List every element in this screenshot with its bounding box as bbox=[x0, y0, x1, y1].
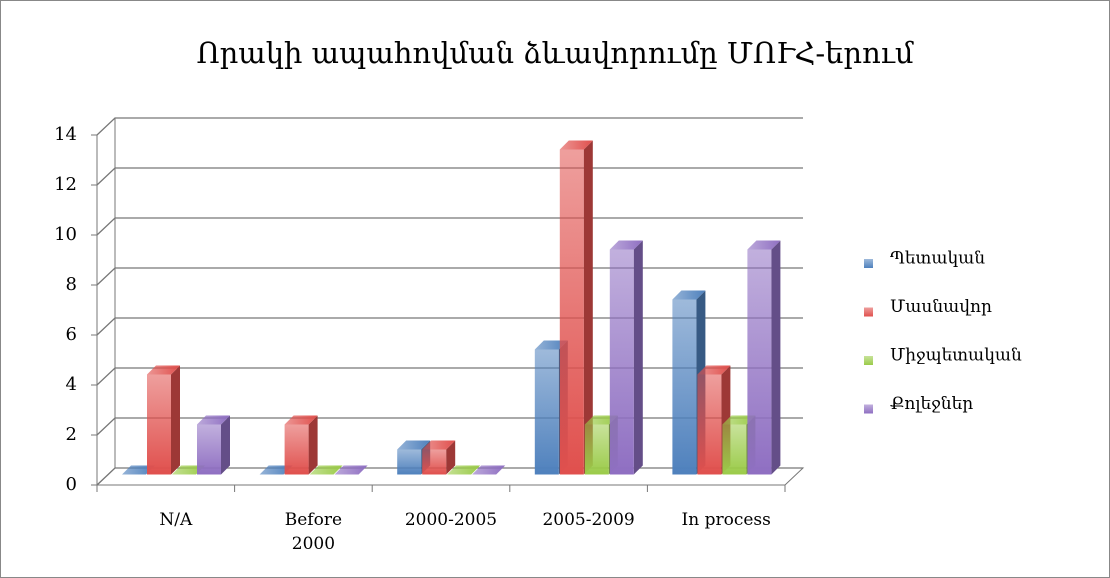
bar bbox=[559, 140, 593, 475]
bar bbox=[147, 365, 180, 475]
chart-title: Որակի ապահովման ձևավորումը ՄՈՒՀ-երում bbox=[196, 36, 913, 70]
bar-front bbox=[747, 249, 772, 475]
bar-side bbox=[633, 240, 643, 475]
bar bbox=[747, 240, 781, 475]
bar-side bbox=[771, 240, 781, 475]
bar bbox=[609, 240, 643, 475]
y-tick-label: 14 bbox=[54, 124, 77, 145]
bar-top bbox=[309, 465, 343, 475]
x-tick-label: Before 2000 bbox=[284, 510, 343, 554]
legend-label: Պետական bbox=[890, 249, 985, 269]
bar-front bbox=[697, 374, 722, 475]
bar-top bbox=[334, 465, 368, 475]
legend-swatch bbox=[864, 356, 873, 365]
x-tick-label: N/A bbox=[159, 510, 193, 530]
bar-top bbox=[147, 365, 180, 375]
bar-front bbox=[397, 449, 422, 475]
bar-top bbox=[559, 140, 593, 150]
bar-top bbox=[284, 415, 318, 425]
bar-front bbox=[559, 149, 584, 475]
y-tick-label: 6 bbox=[66, 324, 77, 345]
legend-label: Մասնավոր bbox=[890, 297, 992, 317]
bar-side bbox=[583, 140, 593, 475]
legend-swatch bbox=[864, 404, 873, 414]
bar-front bbox=[422, 449, 447, 475]
bar-top bbox=[422, 440, 456, 450]
bar bbox=[472, 465, 506, 475]
bar bbox=[309, 465, 343, 475]
bar-top bbox=[472, 465, 506, 475]
bar bbox=[122, 465, 155, 475]
x-tick-label: In process bbox=[681, 510, 771, 530]
bar-front bbox=[284, 424, 309, 475]
bar-top bbox=[722, 415, 756, 425]
bar-front bbox=[197, 424, 221, 475]
bar-top bbox=[697, 365, 731, 375]
bar-top bbox=[122, 465, 155, 475]
bar-top bbox=[172, 465, 205, 475]
bar-front bbox=[584, 424, 609, 475]
bar-top bbox=[672, 290, 706, 300]
bar-side bbox=[308, 415, 318, 475]
legend-swatch bbox=[864, 307, 873, 317]
x-tick-label: 2005-2009 bbox=[542, 510, 635, 530]
bar-top bbox=[609, 240, 643, 250]
y-tick-label: 8 bbox=[66, 274, 77, 295]
y-tick-label: 4 bbox=[66, 374, 77, 395]
bar bbox=[447, 465, 481, 475]
legend-label: Քոլեջներ bbox=[890, 394, 973, 414]
bar-top bbox=[584, 415, 618, 425]
bar-front bbox=[534, 349, 559, 475]
bar-top bbox=[397, 440, 431, 450]
bar-front bbox=[147, 374, 171, 475]
bar-front bbox=[672, 299, 697, 475]
y-tick-label: 0 bbox=[66, 474, 77, 495]
bar-top bbox=[747, 240, 781, 250]
bar-top bbox=[534, 340, 568, 350]
bar-front bbox=[609, 249, 634, 475]
bar-side bbox=[171, 365, 180, 475]
y-tick-label: 12 bbox=[54, 174, 77, 195]
bar bbox=[172, 465, 205, 475]
bar-top bbox=[197, 415, 230, 425]
legend-label: Միջպետական bbox=[890, 346, 1022, 366]
x-tick-label: 2000-2005 bbox=[404, 510, 498, 530]
bar-top bbox=[447, 465, 481, 475]
bar-top bbox=[259, 465, 293, 475]
bar bbox=[334, 465, 368, 475]
legend-swatch bbox=[864, 259, 873, 268]
grid-line bbox=[96, 117, 803, 136]
bar bbox=[259, 465, 293, 475]
bar-front bbox=[722, 424, 747, 475]
bar-side bbox=[446, 440, 456, 475]
bar bbox=[422, 440, 456, 475]
y-tick-label: 10 bbox=[54, 224, 77, 245]
bar bbox=[284, 415, 318, 475]
bar bbox=[197, 415, 230, 475]
y-tick-label: 2 bbox=[66, 424, 77, 445]
bar-side bbox=[221, 415, 230, 475]
